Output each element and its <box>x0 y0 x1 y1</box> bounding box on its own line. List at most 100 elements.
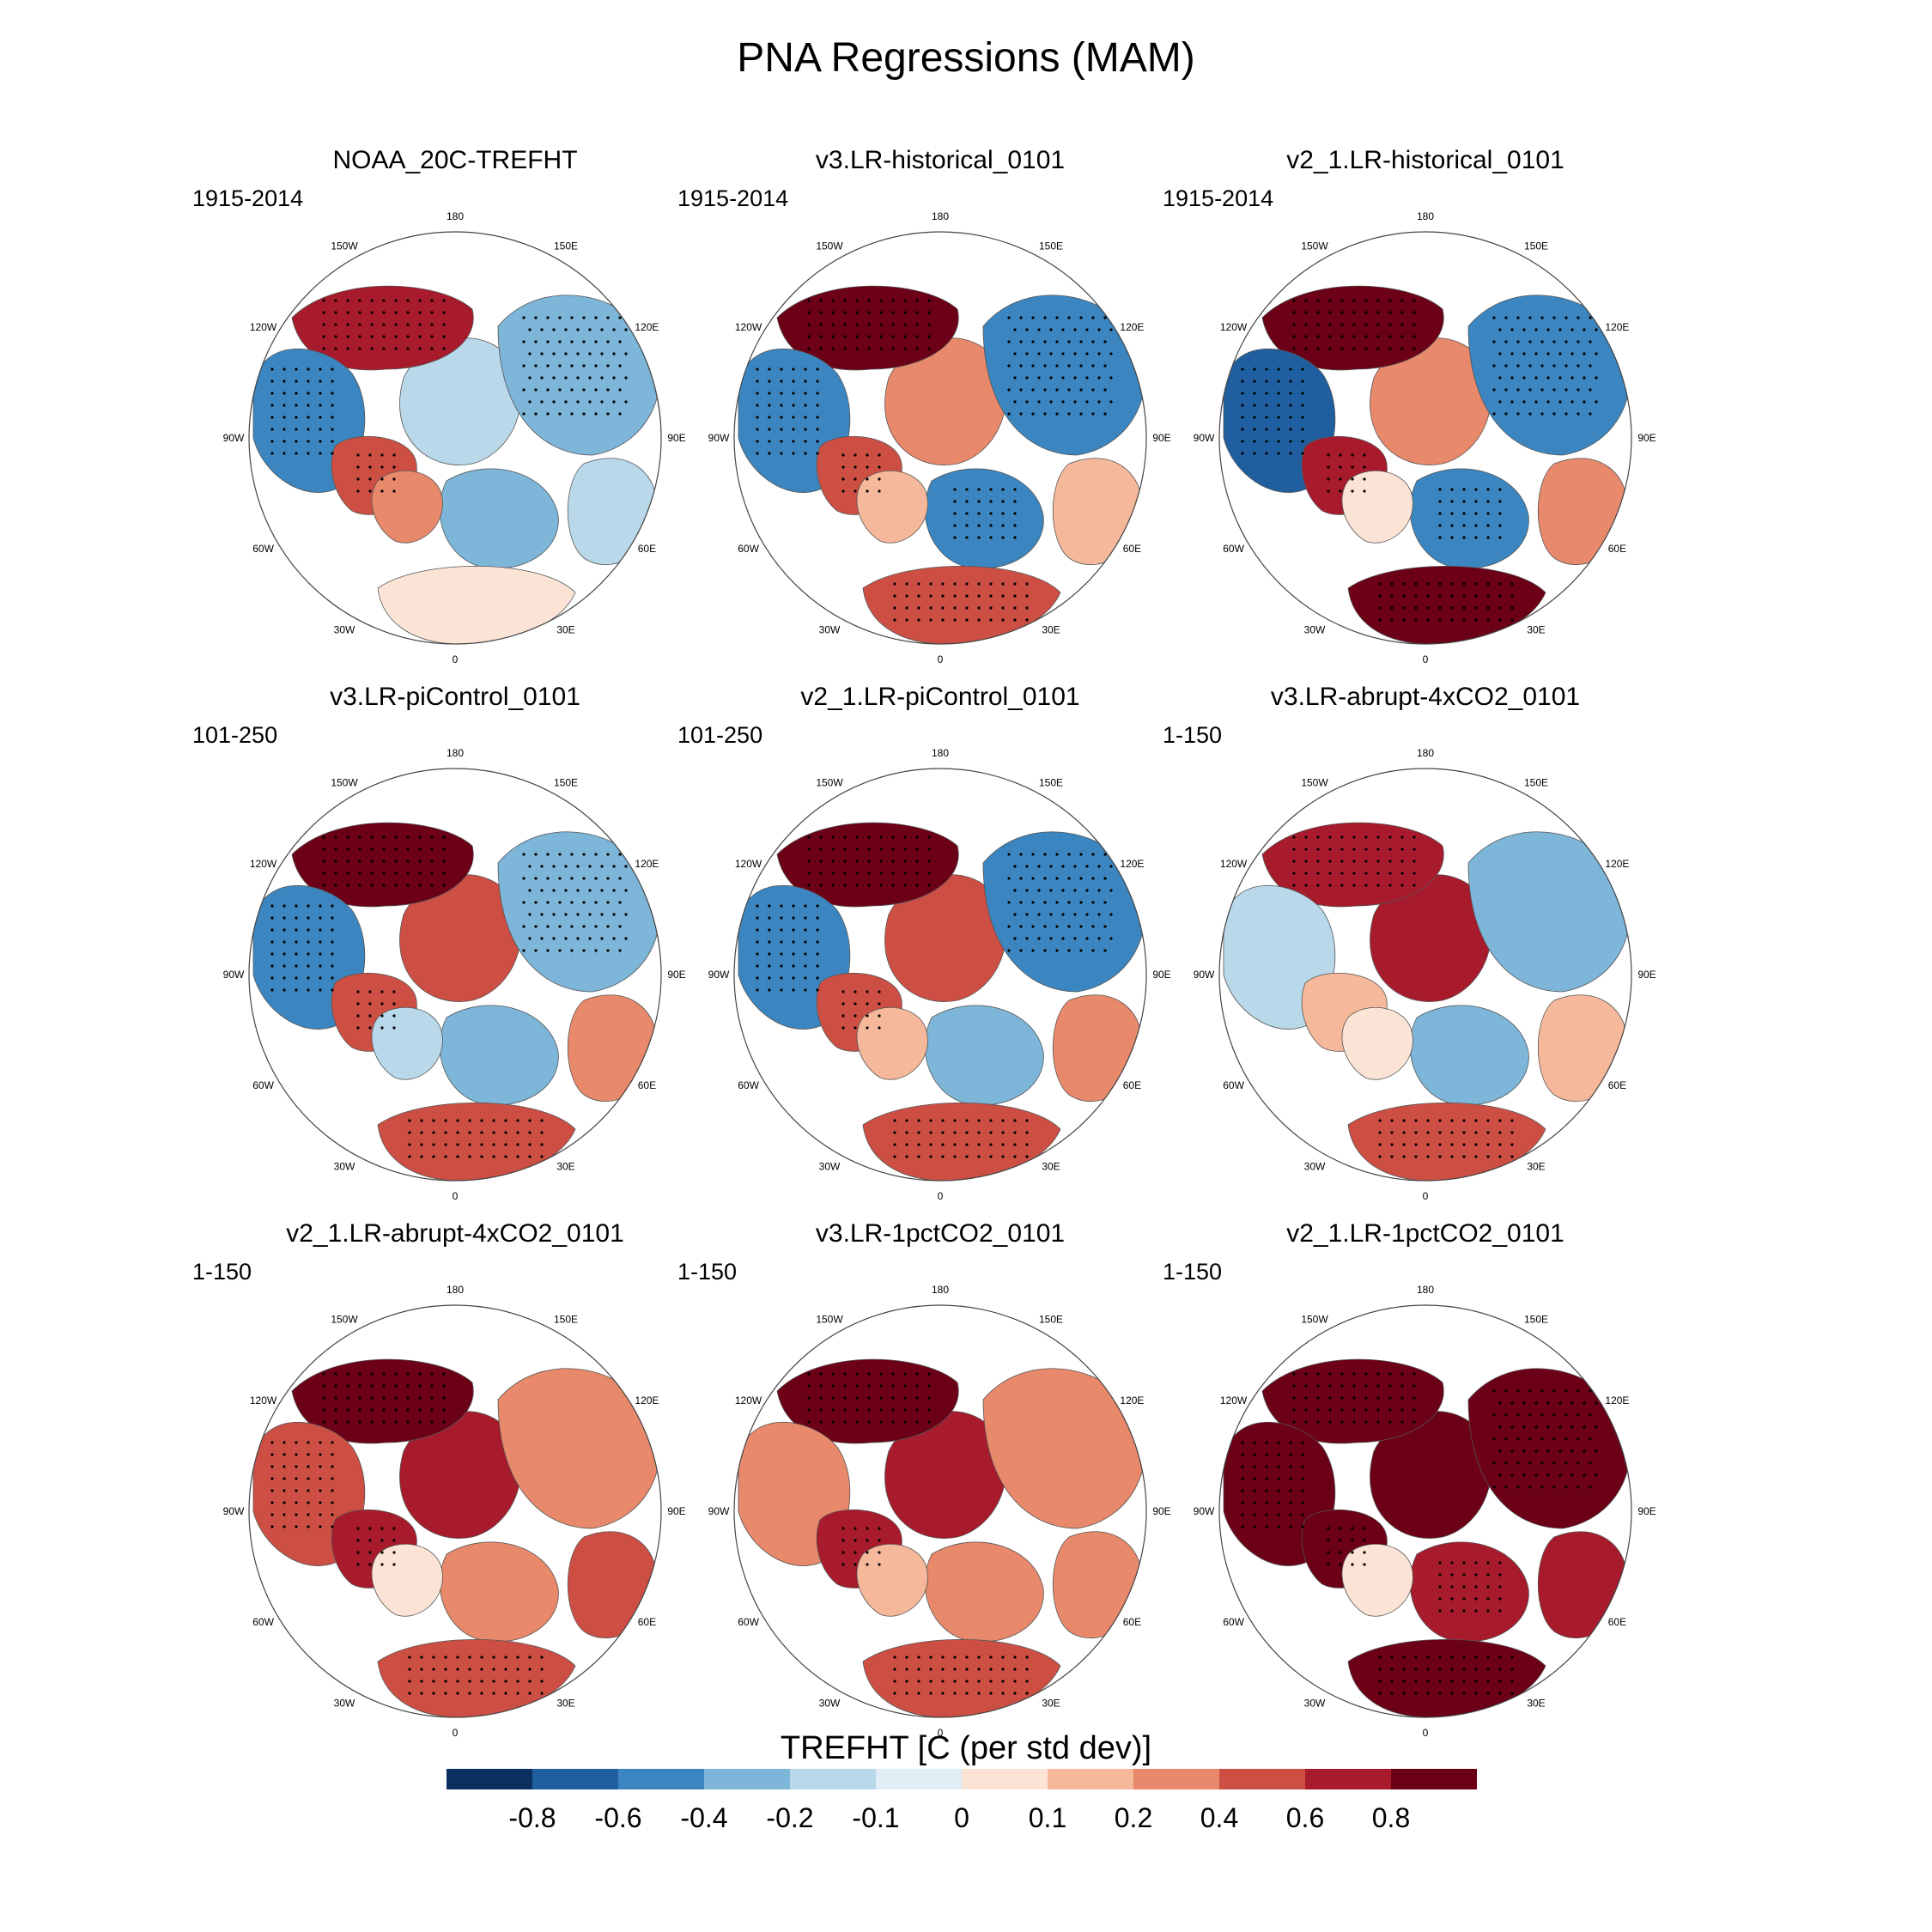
figure-title: PNA Regressions (MAM) <box>737 35 1195 81</box>
longitude-label: 180 <box>447 210 464 222</box>
significance-stipple-canada-east <box>841 1527 881 1566</box>
significance-stipple-north-america <box>270 904 334 992</box>
significance-stipple-alaska <box>807 299 931 350</box>
longitude-label: 30W <box>819 623 841 635</box>
significance-stipple-north-africa <box>893 1656 1029 1695</box>
longitude-label: 150W <box>816 777 843 789</box>
region-greenland <box>371 470 443 544</box>
longitude-label: 180 <box>932 747 949 759</box>
significance-stipple-alaska <box>322 1372 446 1424</box>
longitude-label: 60E <box>1608 543 1626 555</box>
longitude-label: 0 <box>1423 653 1429 665</box>
longitude-label: 30E <box>556 623 574 635</box>
significance-stipple-europe <box>1438 488 1502 539</box>
significance-stipple-north-africa <box>1378 1119 1514 1158</box>
panel-period: 1915-2014 <box>677 185 789 211</box>
longitude-label: 180 <box>1417 210 1434 222</box>
panel-period: 101-250 <box>677 722 763 748</box>
longitude-label: 120E <box>635 858 659 870</box>
colorbar-tick-label: 0.4 <box>1200 1802 1238 1833</box>
region-greenland <box>371 1543 443 1617</box>
significance-stipple-canada-east <box>841 990 881 1030</box>
longitude-label: 120E <box>1120 1394 1144 1406</box>
longitude-label: 30W <box>334 1160 355 1172</box>
colorbar-tick-label: -0.1 <box>852 1802 899 1833</box>
significance-stipple-north-america <box>270 368 334 455</box>
longitude-label: 120W <box>735 321 762 333</box>
longitude-label: 120E <box>635 1394 659 1406</box>
longitude-label: 0 <box>938 653 944 665</box>
longitude-label: 0 <box>1423 1727 1429 1739</box>
map-panel: v3.LR-piControl_0101 101-250 180 150E 120E 90… <box>155 683 756 1202</box>
map-panel: NOAA_20C-TREFHT 1915-2014 180 150E 120E 90E 60… <box>155 146 756 665</box>
longitude-label: 60E <box>1608 1616 1626 1628</box>
region-europe <box>439 1005 559 1106</box>
longitude-label: 60W <box>252 1616 274 1628</box>
panel-title: v3.LR-piControl_0101 <box>330 683 580 711</box>
region-greenland <box>856 470 928 544</box>
region-europe <box>439 468 559 569</box>
colorbar-swatch <box>1219 1769 1305 1789</box>
significance-stipple-europe <box>953 488 1017 539</box>
region-siberia <box>1467 1368 1631 1529</box>
significance-stipple-alaska <box>322 835 446 887</box>
polar-map: 180 150E 120E 90E 60E 30E 0 30W 60W 90W 120W 150W <box>223 1284 686 1739</box>
map-boundary <box>1218 768 1632 1182</box>
longitude-label: 150E <box>1524 1314 1548 1326</box>
longitude-label: 120W <box>1220 1394 1248 1406</box>
significance-stipple-siberia <box>1007 316 1113 416</box>
longitude-label: 0 <box>938 1190 944 1202</box>
longitude-label: 60E <box>1123 543 1141 555</box>
longitude-label: 60E <box>638 543 656 555</box>
colorbar-tick-label: 0.1 <box>1029 1802 1066 1833</box>
longitude-label: 180 <box>447 1284 464 1296</box>
region-europe <box>1409 468 1529 569</box>
significance-stipple-alaska <box>1292 299 1416 350</box>
map-panel: v3.LR-abrupt-4xCO2_0101 1-150 180 150E 120E 9… <box>1125 683 1726 1202</box>
longitude-label: 30E <box>1042 1697 1060 1709</box>
longitude-label: 30W <box>819 1697 841 1709</box>
map-boundary <box>248 231 662 645</box>
longitude-label: 90E <box>667 432 685 444</box>
longitude-label: 90E <box>667 969 685 981</box>
polar-map: 180 150E 120E 90E 60E 30E 0 30W 60W 90W 120W 150W <box>708 1284 1171 1739</box>
significance-stipple-north-africa <box>408 1119 544 1158</box>
longitude-label: 60W <box>1223 1616 1244 1628</box>
longitude-label: 90E <box>1637 969 1656 981</box>
longitude-label: 150E <box>1039 777 1063 789</box>
region-siberia <box>1467 295 1631 456</box>
panel-period: 1-150 <box>1163 722 1223 748</box>
longitude-label: 0 <box>938 1727 944 1739</box>
longitude-label: 60E <box>1608 1079 1626 1091</box>
longitude-label: 150E <box>1524 240 1548 252</box>
longitude-label: 90W <box>223 1505 245 1517</box>
polar-map: 180 150E 120E 90E 60E 30E 0 30W 60W 90W 120W 150W <box>708 747 1171 1202</box>
longitude-label: 60W <box>738 1079 759 1091</box>
colorbar-swatch <box>790 1769 876 1789</box>
longitude-label: 180 <box>932 1284 949 1296</box>
longitude-label: 30W <box>1304 1160 1326 1172</box>
longitude-label: 120W <box>1220 858 1248 870</box>
longitude-label: 150W <box>331 1314 358 1326</box>
panel-period: 1-150 <box>1163 1259 1223 1285</box>
longitude-label: 0 <box>1423 1190 1429 1202</box>
longitude-label: 30E <box>1527 1697 1545 1709</box>
longitude-label: 120E <box>1605 321 1629 333</box>
region-siberia <box>982 831 1145 993</box>
panel-title: v2_1.LR-piControl_0101 <box>800 683 1080 711</box>
longitude-label: 30E <box>556 1160 574 1172</box>
map-boundary <box>733 768 1147 1182</box>
region-greenland <box>1341 1006 1413 1080</box>
significance-stipple-north-america <box>756 904 819 992</box>
longitude-label: 120E <box>1120 858 1144 870</box>
colorbar-swatch <box>618 1769 704 1789</box>
colorbar-tick-label: -0.6 <box>594 1802 641 1833</box>
longitude-label: 0 <box>453 653 459 665</box>
longitude-label: 30W <box>334 623 355 635</box>
longitude-label: 90W <box>223 432 245 444</box>
significance-stipple-canada-east <box>1327 1527 1366 1566</box>
significance-stipple-siberia <box>522 316 628 416</box>
significance-stipple-canada-east <box>356 453 396 493</box>
longitude-label: 180 <box>1417 747 1434 759</box>
region-siberia <box>1467 831 1631 993</box>
